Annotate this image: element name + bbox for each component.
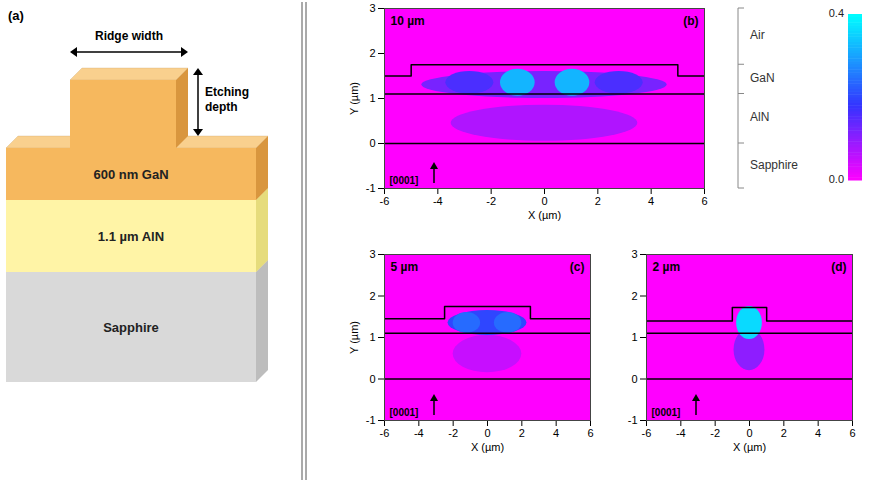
svg-text:-2: -2 [486, 195, 496, 207]
svg-text:-2: -2 [710, 427, 720, 439]
svg-text:-1: -1 [366, 414, 376, 426]
svg-text:0: 0 [541, 195, 547, 207]
svg-text:[0001]: [0001] [390, 407, 419, 418]
svg-text:-6: -6 [642, 427, 652, 439]
svg-text:2 µm: 2 µm [653, 260, 681, 274]
svg-text:-4: -4 [433, 195, 443, 207]
svg-text:10 µm: 10 µm [391, 14, 425, 28]
svg-text:-6: -6 [380, 195, 390, 207]
svg-text:Sapphire: Sapphire [750, 158, 798, 172]
svg-text:Air: Air [750, 28, 765, 42]
svg-text:0: 0 [369, 137, 375, 149]
svg-text:Ridge width: Ridge width [95, 29, 163, 43]
svg-text:(d): (d) [831, 260, 846, 274]
svg-text:4: 4 [553, 427, 559, 439]
svg-text:[0001]: [0001] [652, 407, 681, 418]
svg-text:2: 2 [369, 47, 375, 59]
svg-text:6: 6 [587, 427, 593, 439]
svg-text:0: 0 [746, 427, 752, 439]
svg-text:2: 2 [781, 427, 787, 439]
svg-text:AlN: AlN [750, 110, 769, 124]
svg-text:3: 3 [369, 248, 375, 260]
svg-text:X (µm): X (µm) [528, 209, 561, 221]
svg-text:2: 2 [631, 290, 637, 302]
svg-text:Etchingdepth: Etchingdepth [205, 85, 249, 114]
svg-text:0: 0 [369, 373, 375, 385]
svg-text:2: 2 [369, 290, 375, 302]
svg-text:1: 1 [369, 92, 375, 104]
svg-text:Y (µm): Y (µm) [348, 82, 360, 115]
svg-text:6: 6 [849, 427, 855, 439]
svg-text:-4: -4 [414, 427, 424, 439]
svg-text:-6: -6 [380, 427, 390, 439]
svg-text:600 nm GaN: 600 nm GaN [93, 167, 168, 182]
svg-text:-2: -2 [448, 427, 458, 439]
svg-text:3: 3 [631, 248, 637, 260]
svg-text:GaN: GaN [750, 71, 775, 85]
svg-text:1.1 µm AlN: 1.1 µm AlN [98, 229, 164, 244]
svg-text:3: 3 [369, 2, 375, 14]
svg-text:4: 4 [815, 427, 821, 439]
svg-text:0: 0 [484, 427, 490, 439]
svg-text:0.0: 0.0 [829, 173, 844, 185]
svg-text:X (µm): X (µm) [733, 441, 766, 453]
svg-text:5 µm: 5 µm [391, 260, 419, 274]
svg-text:6: 6 [701, 195, 707, 207]
svg-text:0: 0 [631, 373, 637, 385]
svg-text:1: 1 [369, 331, 375, 343]
svg-text:(c): (c) [570, 260, 585, 274]
svg-text:Sapphire: Sapphire [103, 320, 159, 335]
svg-text:-1: -1 [628, 414, 638, 426]
svg-text:0.4: 0.4 [829, 7, 844, 19]
svg-text:2: 2 [595, 195, 601, 207]
svg-text:(b): (b) [683, 14, 698, 28]
svg-text:Y (µm): Y (µm) [348, 321, 360, 354]
svg-text:2: 2 [519, 427, 525, 439]
svg-text:X (µm): X (µm) [471, 441, 504, 453]
svg-text:-1: -1 [366, 182, 376, 194]
svg-text:4: 4 [648, 195, 654, 207]
svg-text:[0001]: [0001] [390, 175, 419, 186]
svg-text:1: 1 [631, 331, 637, 343]
svg-text:-4: -4 [676, 427, 686, 439]
svg-text:(a): (a) [8, 8, 24, 23]
